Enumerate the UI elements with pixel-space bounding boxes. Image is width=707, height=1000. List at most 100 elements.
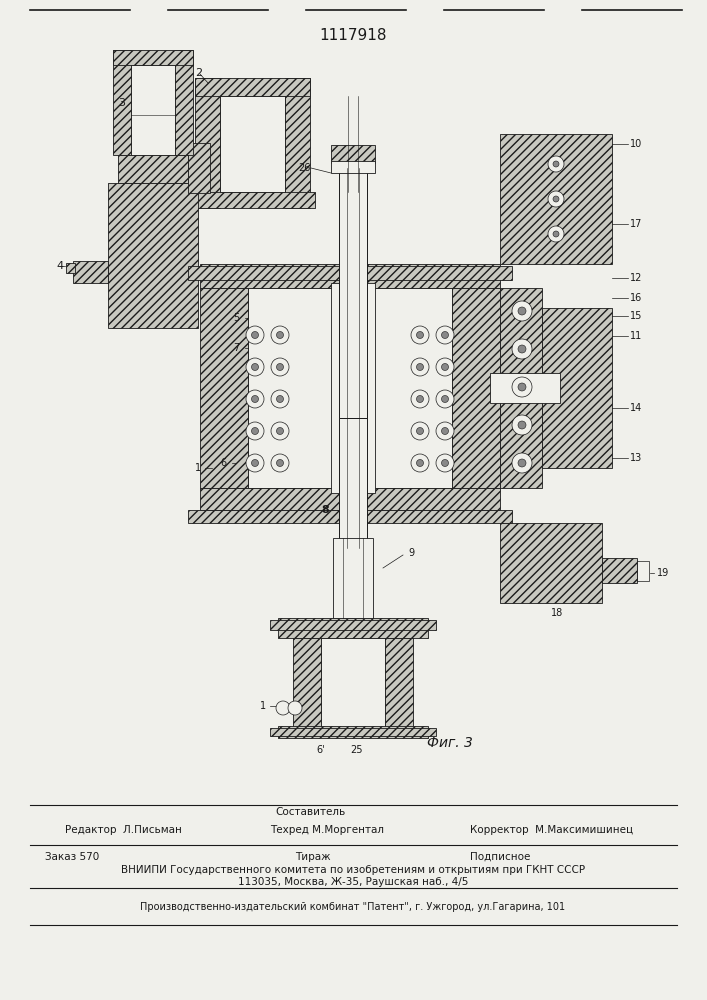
- Circle shape: [252, 363, 259, 370]
- Text: 113035, Москва, Ж-35, Раушская наб., 4/5: 113035, Москва, Ж-35, Раушская наб., 4/5: [238, 877, 468, 887]
- Text: 17: 17: [630, 219, 643, 229]
- Bar: [512, 531, 590, 595]
- Circle shape: [518, 307, 526, 315]
- Circle shape: [441, 395, 448, 402]
- Bar: [200, 264, 500, 288]
- Text: 26: 26: [298, 163, 310, 173]
- Bar: [278, 618, 428, 638]
- Circle shape: [416, 395, 423, 402]
- Circle shape: [276, 363, 284, 370]
- Text: 18: 18: [551, 608, 563, 618]
- Text: 7: 7: [233, 343, 239, 353]
- Bar: [339, 418, 367, 548]
- Bar: [200, 488, 500, 510]
- Circle shape: [441, 332, 448, 338]
- Circle shape: [288, 701, 302, 715]
- Text: Подписное: Подписное: [470, 852, 530, 862]
- Circle shape: [512, 339, 532, 359]
- Circle shape: [276, 332, 284, 338]
- Text: Производственно-издательский комбинат "Патент", г. Ужгород, ул.Гагарина, 101: Производственно-издательский комбинат "П…: [141, 902, 566, 912]
- Text: 25: 25: [350, 745, 363, 755]
- Bar: [270, 728, 436, 736]
- Text: 8: 8: [321, 505, 329, 515]
- Bar: [500, 288, 542, 488]
- Circle shape: [411, 358, 429, 376]
- Bar: [490, 373, 560, 403]
- Circle shape: [441, 460, 448, 466]
- Bar: [321, 638, 385, 728]
- Bar: [188, 510, 512, 523]
- Bar: [333, 538, 373, 618]
- Bar: [331, 145, 375, 163]
- Bar: [500, 134, 612, 264]
- Circle shape: [553, 196, 559, 202]
- Bar: [108, 183, 198, 328]
- Circle shape: [252, 395, 259, 402]
- Text: 9: 9: [408, 548, 414, 558]
- Text: Составитель: Составитель: [275, 807, 345, 817]
- Circle shape: [518, 383, 526, 391]
- Text: Техред М.Моргентал: Техред М.Моргентал: [270, 825, 384, 835]
- Circle shape: [252, 332, 259, 338]
- Text: 16: 16: [630, 293, 642, 303]
- Bar: [175, 50, 193, 155]
- Circle shape: [246, 358, 264, 376]
- Bar: [331, 283, 375, 493]
- Circle shape: [553, 231, 559, 237]
- Bar: [113, 50, 131, 155]
- Text: 19: 19: [657, 568, 670, 578]
- Bar: [637, 561, 649, 581]
- Bar: [118, 155, 188, 183]
- Bar: [452, 288, 500, 488]
- Text: 11: 11: [630, 331, 642, 341]
- Text: 12: 12: [630, 273, 643, 283]
- Bar: [514, 146, 598, 256]
- Text: Фиг. 3: Фиг. 3: [427, 736, 473, 750]
- Circle shape: [276, 428, 284, 434]
- Circle shape: [512, 453, 532, 473]
- Circle shape: [553, 161, 559, 167]
- Text: 4: 4: [56, 261, 63, 271]
- Bar: [331, 161, 375, 173]
- Circle shape: [436, 390, 454, 408]
- Bar: [190, 192, 315, 208]
- Circle shape: [246, 390, 264, 408]
- Bar: [248, 288, 452, 488]
- Bar: [131, 65, 175, 155]
- Text: 6': 6': [316, 745, 325, 755]
- Text: 5: 5: [233, 313, 239, 323]
- Circle shape: [548, 226, 564, 242]
- Circle shape: [512, 415, 532, 435]
- Circle shape: [436, 422, 454, 440]
- Text: ВНИИПИ Государственного комитета по изобретениям и открытиям при ГКНТ СССР: ВНИИПИ Государственного комитета по изоб…: [121, 865, 585, 875]
- Circle shape: [518, 421, 526, 429]
- Text: 13: 13: [630, 453, 642, 463]
- Circle shape: [411, 454, 429, 472]
- Circle shape: [276, 460, 284, 466]
- Text: 14: 14: [630, 403, 642, 413]
- Bar: [508, 293, 534, 483]
- Bar: [188, 143, 210, 193]
- Bar: [339, 168, 367, 418]
- Circle shape: [411, 326, 429, 344]
- Circle shape: [411, 422, 429, 440]
- Bar: [385, 638, 413, 728]
- Circle shape: [271, 358, 289, 376]
- Bar: [602, 558, 637, 583]
- Text: 10: 10: [630, 139, 642, 149]
- Text: 1117918: 1117918: [320, 27, 387, 42]
- Text: 6: 6: [220, 458, 226, 468]
- Circle shape: [512, 301, 532, 321]
- Circle shape: [246, 454, 264, 472]
- Text: 1: 1: [260, 701, 266, 711]
- Text: Корректор  М.Максимишинец: Корректор М.Максимишинец: [470, 825, 633, 835]
- Circle shape: [518, 345, 526, 353]
- Bar: [200, 288, 248, 488]
- Bar: [542, 308, 612, 468]
- Text: 15: 15: [630, 311, 643, 321]
- Text: 3: 3: [118, 98, 125, 108]
- Circle shape: [441, 363, 448, 370]
- Bar: [293, 638, 321, 728]
- Circle shape: [512, 377, 532, 397]
- Bar: [278, 726, 428, 738]
